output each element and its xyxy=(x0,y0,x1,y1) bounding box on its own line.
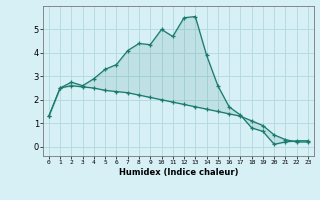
X-axis label: Humidex (Indice chaleur): Humidex (Indice chaleur) xyxy=(119,168,238,177)
